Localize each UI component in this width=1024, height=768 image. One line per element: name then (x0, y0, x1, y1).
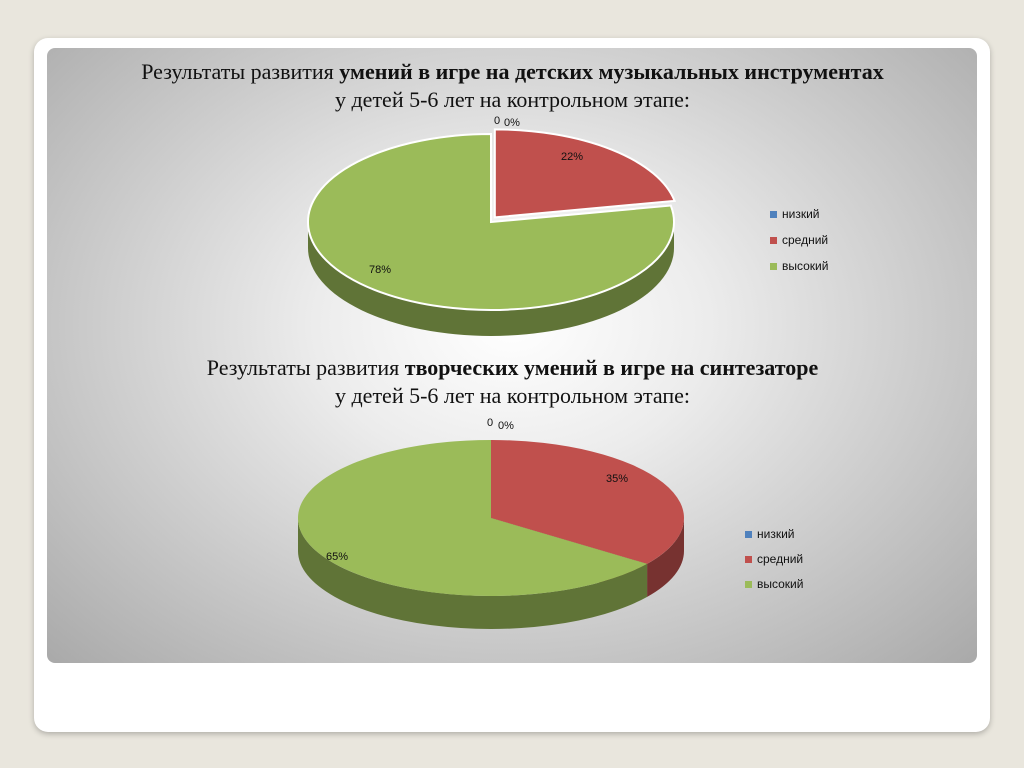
pie-1-slice-высокий (307, 132, 675, 311)
pie-2-slice-высокий (297, 440, 648, 597)
pie-1-side-высокий (308, 222, 674, 336)
chart-2-subtitle: у детей 5-6 лет на контрольном этапе: (334, 383, 690, 408)
chart-1-title-normal: Результаты развития (141, 59, 340, 84)
chart-1-title: Результаты развития умений в игре на дет… (60, 58, 965, 114)
pie-2-legend-label-средний: средний (757, 552, 803, 566)
pie-2-data-label-низкий: 0% (498, 420, 514, 432)
pie-1-legend-label-высокий: высокий (782, 259, 828, 273)
pie-2-legend-swatch-средний (745, 556, 752, 563)
pie-1-slice-средний (493, 128, 677, 219)
pie-1-data-label-высокий: 78% (369, 264, 391, 276)
pie-1-legend-label-низкий: низкий (782, 207, 820, 221)
chart-2-title-bold: творческих умений в игре на синтезаторе (404, 355, 819, 380)
pie-1-legend-swatch-низкий (770, 211, 777, 218)
pie-2-slice-средний (491, 440, 684, 564)
pie-1-legend-swatch-высокий (770, 263, 777, 270)
pie-2-legend-swatch-высокий (745, 581, 752, 588)
pie-2-legend-label-низкий: низкий (757, 527, 795, 541)
pie-2-side-высокий (298, 518, 648, 629)
pie-1-data-label-низкий: 0% (504, 117, 520, 129)
pie-1-data-label-средний: 22% (561, 151, 583, 163)
pie-2-zero-label: 0 (487, 417, 493, 429)
chart-1-title-bold: умений в игре на детских музыкальных инс… (339, 59, 884, 84)
pie-2-legend-label-высокий: высокий (757, 577, 803, 591)
pie-2-side-средний (647, 518, 684, 597)
pie-1-zero-label: 0 (494, 115, 500, 127)
pie-1-legend-label-средний: средний (782, 233, 828, 247)
pie-2-legend-swatch-низкий (745, 531, 752, 538)
chart-2-title: Результаты развития творческих умений в … (60, 354, 965, 410)
pie-2-data-label-средний: 35% (606, 473, 628, 485)
pie-2-data-label-высокий: 65% (326, 551, 348, 563)
chart-1-subtitle: у детей 5-6 лет на контрольном этапе: (334, 87, 690, 112)
chart-2-title-normal: Результаты развития (206, 355, 405, 380)
pie-1-legend-swatch-средний (770, 237, 777, 244)
